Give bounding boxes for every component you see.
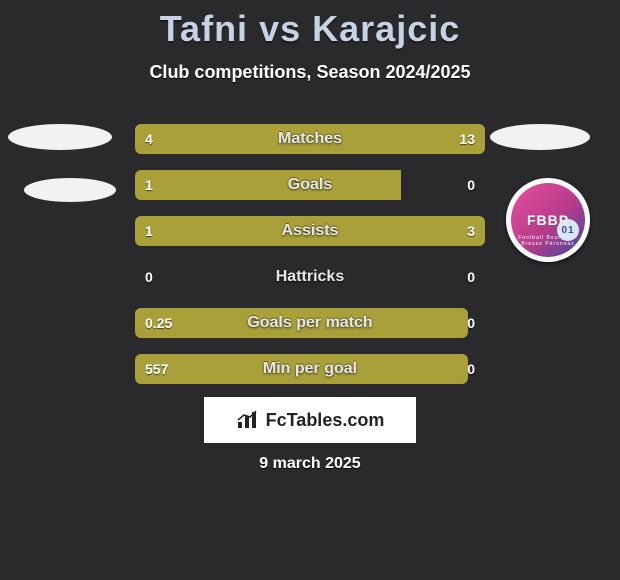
page-title: Tafni vs Karajcic <box>0 0 620 50</box>
stat-row: Goals10 <box>135 170 485 200</box>
club-left-shape-1 <box>8 124 112 150</box>
title-player2: Karajcic <box>312 8 460 49</box>
stat-row: Goals per match0.250 <box>135 308 485 338</box>
title-vs: vs <box>259 8 301 49</box>
title-player1: Tafni <box>160 8 248 49</box>
stats-bars: Matches413Goals10Assists13Hattricks00Goa… <box>135 124 485 400</box>
stat-row: Min per goal5570 <box>135 354 485 384</box>
stat-label: Hattricks <box>135 262 485 292</box>
club-right-shape-1 <box>490 124 590 150</box>
stat-row: Hattricks0 0 <box>135 262 485 292</box>
club-right-logo: FBBP Football Bourg-en-Bresse Péronnas 0… <box>506 178 590 262</box>
stat-row: Assists13 <box>135 216 485 246</box>
stat-bar-full <box>135 354 468 384</box>
stat-bar-right <box>217 124 485 154</box>
fbbp-badge: 01 <box>557 219 579 241</box>
stat-value-left: 0 <box>145 262 153 292</box>
stat-bar-left <box>135 216 223 246</box>
stat-bar-full <box>135 308 468 338</box>
date-text: 9 march 2025 <box>0 455 620 473</box>
stat-row: Matches413 <box>135 124 485 154</box>
stat-value-right: 0 <box>467 308 475 338</box>
stat-bar-left <box>135 170 401 200</box>
fbbp-logo: FBBP Football Bourg-en-Bresse Péronnas 0… <box>511 183 585 257</box>
bar-chart-icon <box>236 410 260 430</box>
stat-value-right: 0 <box>467 354 475 384</box>
stat-value-right: 0 <box>467 262 475 292</box>
stat-bar-right <box>223 216 486 246</box>
subtitle: Club competitions, Season 2024/2025 <box>0 62 620 83</box>
comparison-card: Tafni vs Karajcic Club competitions, Sea… <box>0 0 620 580</box>
brand-link[interactable]: FcTables.com <box>204 397 416 443</box>
stat-value-right: 0 <box>467 170 475 200</box>
stat-bar-left <box>135 124 217 154</box>
club-left-shape-2 <box>24 178 116 202</box>
brand-text: FcTables.com <box>266 410 385 431</box>
